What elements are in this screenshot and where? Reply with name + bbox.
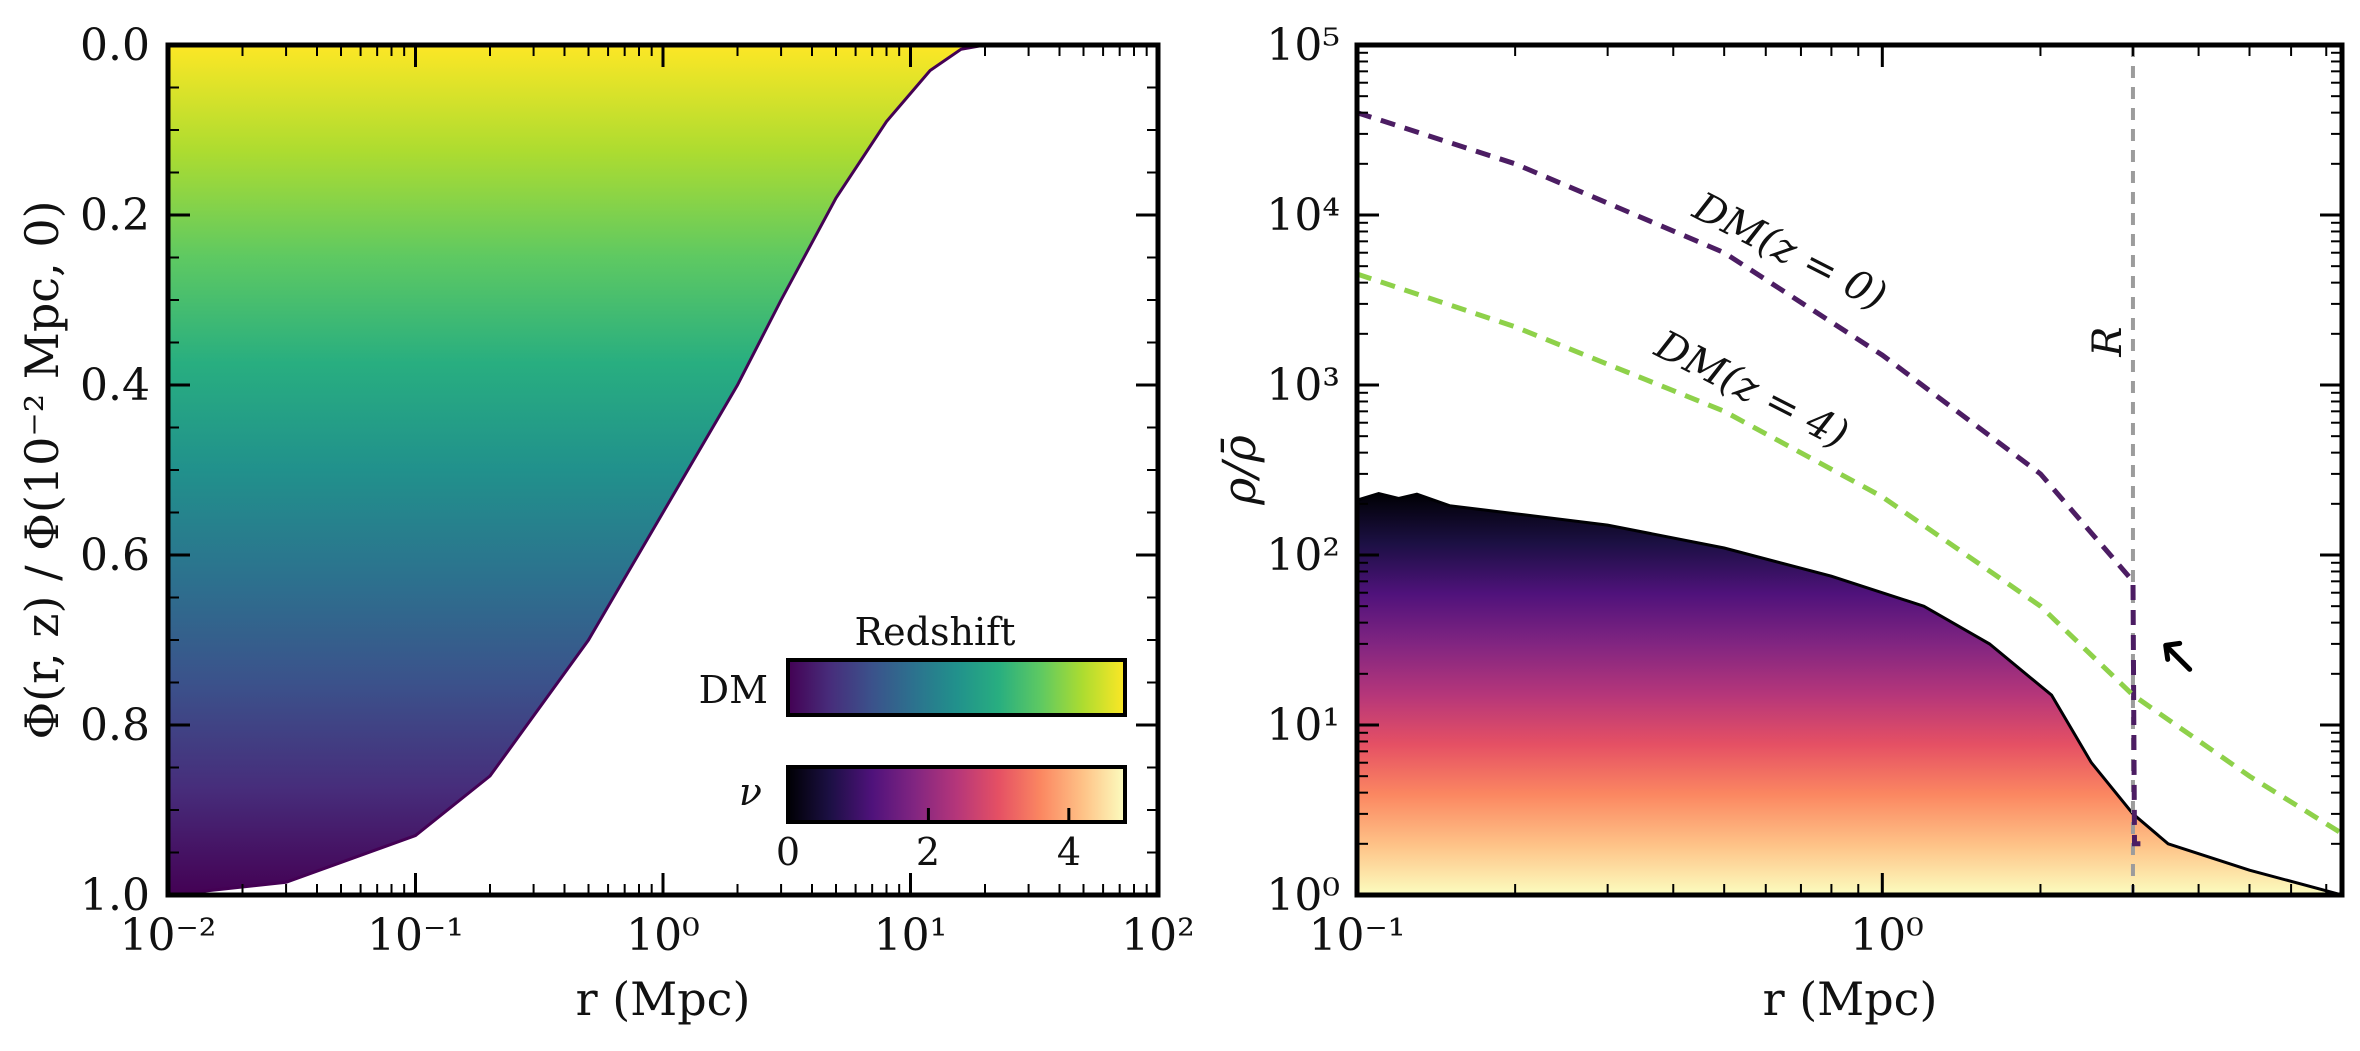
x-axis-label-right: r (Mpc) bbox=[1763, 972, 1938, 1026]
colorbar-dm bbox=[786, 658, 1127, 717]
potential-plot-frame bbox=[165, 42, 1161, 898]
radius-label: R bbox=[2085, 327, 2131, 358]
x-tick-label-left-3: 10¹ bbox=[874, 910, 948, 961]
x-tick-label-right-0: 10⁻¹ bbox=[1309, 910, 1406, 961]
y-axis-label-right: ρ/ρ̄ bbox=[1212, 435, 1266, 506]
y-tick-label-right-2: 10² bbox=[1266, 530, 1340, 581]
density-plot-frame bbox=[1354, 42, 2345, 898]
x-tick-label-left-1: 10⁻¹ bbox=[367, 910, 464, 961]
x-tick-label-right-1: 10⁰ bbox=[1850, 910, 1924, 961]
colorbar-nu bbox=[786, 765, 1127, 824]
dm-z4-annotation: DM(z = 4) bbox=[1647, 321, 1856, 458]
y-axis-label-left: Φ(r, z) / Φ(10⁻² Mpc, 0) bbox=[15, 200, 69, 739]
colorbar-nu-label: ν bbox=[739, 770, 762, 814]
y-tick-label-left-1: 0.2 bbox=[80, 190, 150, 241]
density-panel: DM(z = 0) DM(z = 4) R 10⁻¹ 10⁰ 10⁰ 10¹ 1… bbox=[1212, 20, 2345, 1026]
x-tick-label-left-4: 10² bbox=[1121, 910, 1195, 961]
potential-outer-edge bbox=[168, 45, 986, 895]
nu-density-edge bbox=[1357, 491, 2342, 895]
arrow-annotation bbox=[2163, 640, 2193, 672]
dm-z4-line bbox=[1357, 271, 2342, 836]
dm-z0-line bbox=[1357, 110, 2141, 847]
y-tick-label-left-3: 0.6 bbox=[80, 530, 150, 581]
y-tick-label-left-4: 0.8 bbox=[80, 700, 150, 751]
x-axis-label-left: r (Mpc) bbox=[576, 972, 751, 1026]
y-tick-label-right-4: 10⁴ bbox=[1266, 190, 1340, 241]
colorbar-tick-1: 2 bbox=[916, 830, 940, 874]
colorbar-title: Redshift bbox=[855, 610, 1016, 654]
x-tick-label-left-0: 10⁻² bbox=[120, 910, 217, 961]
y-tick-label-left-0: 0.0 bbox=[80, 20, 150, 71]
nu-density-area bbox=[1357, 493, 2342, 895]
x-tick-label-left-2: 10⁰ bbox=[626, 910, 700, 961]
potential-area-fill bbox=[168, 45, 985, 895]
y-tick-label-right-5: 10⁵ bbox=[1266, 20, 1340, 71]
y-tick-label-right-0: 10⁰ bbox=[1266, 870, 1340, 921]
colorbar-ticks bbox=[786, 808, 1071, 822]
colorbar-tick-0: 0 bbox=[776, 830, 800, 874]
y-tick-label-right-3: 10³ bbox=[1266, 360, 1340, 411]
colorbar-dm-label: DM bbox=[699, 668, 768, 712]
colorbar-legend: Redshift DM ν 0 2 4 bbox=[699, 610, 1127, 874]
colorbar-tick-2: 4 bbox=[1057, 830, 1081, 874]
potential-panel: 10⁻² 10⁻¹ 10⁰ 10¹ 10² 0.0 0.2 0.4 0.6 0.… bbox=[15, 20, 1195, 1026]
y-tick-label-left-5: 1.0 bbox=[80, 870, 150, 921]
y-tick-label-right-1: 10¹ bbox=[1266, 700, 1340, 751]
y-tick-label-left-2: 0.4 bbox=[80, 360, 150, 411]
